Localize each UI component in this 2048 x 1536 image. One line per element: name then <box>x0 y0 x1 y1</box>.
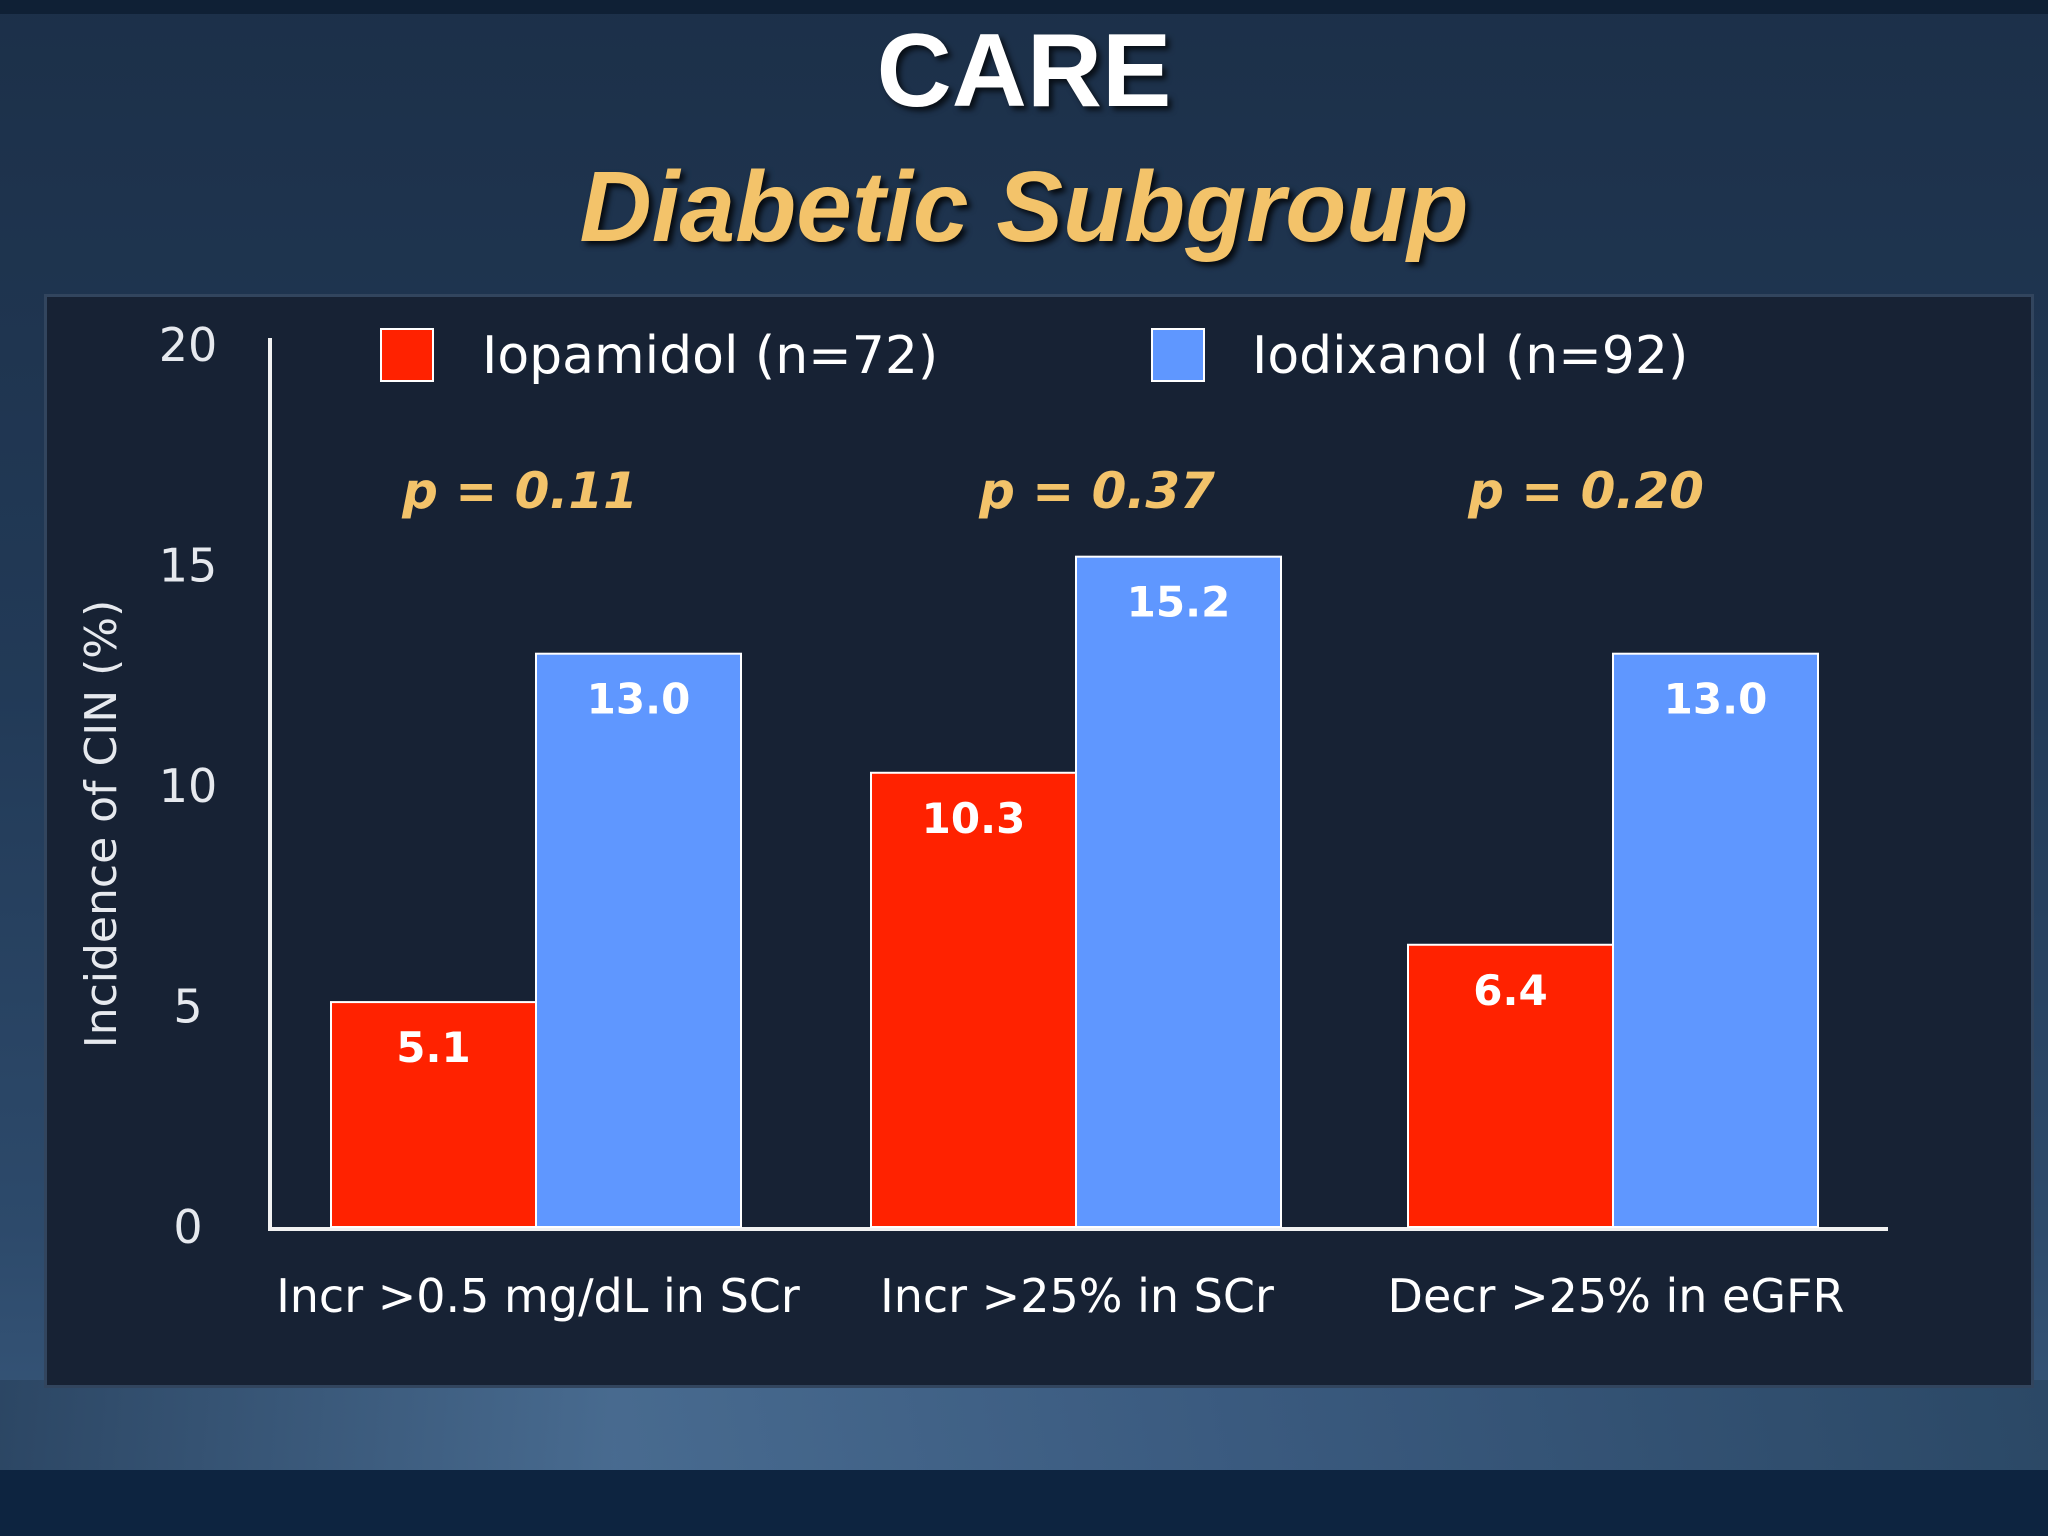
x-category-label: Decr >25% in eGFR <box>1388 1269 1845 1323</box>
p-value-label: p = 0.11 <box>401 462 638 520</box>
bar <box>1075 555 1282 1228</box>
bar <box>1407 943 1614 1228</box>
bar <box>330 1001 537 1229</box>
slide-title: CARE <box>876 13 1172 129</box>
y-tick-label: 0 <box>173 1200 202 1254</box>
legend-label: Iodixanol (n=92) <box>1252 326 1688 386</box>
bar <box>535 652 742 1228</box>
bar-value-label: 13.0 <box>587 675 691 724</box>
slide-subtitle: Diabetic Subgroup <box>579 151 1469 263</box>
bar-value-label: 15.2 <box>1127 578 1231 627</box>
y-tick-label: 20 <box>159 318 218 372</box>
y-tick-label: 15 <box>159 539 218 593</box>
bar-value-label: 13.0 <box>1664 675 1768 724</box>
x-category-label: Incr >0.5 mg/dL in SCr <box>276 1269 800 1323</box>
category-labels: Incr >0.5 mg/dL in SCr Incr >25% in SCr De… <box>276 1269 1844 1323</box>
bar <box>870 771 1077 1229</box>
bar-value-labels: 5.1 13.0 10.3 15.2 6.4 13.0 <box>396 578 1767 1072</box>
bar-value-label: 6.4 <box>1473 966 1547 1015</box>
bar-value-label: 5.1 <box>396 1023 470 1072</box>
p-value-annotations: p = 0.11 p = 0.37 p = 0.20 <box>401 462 1704 520</box>
bars <box>330 555 1819 1229</box>
bar <box>1612 652 1819 1228</box>
x-category-label: Incr >25% in SCr <box>880 1269 1274 1323</box>
legend-label: Iopamidol (n=72) <box>482 326 938 386</box>
y-axis-label: Incidence of CIN (%) <box>76 600 127 1049</box>
y-axis-ticks: 0 5 10 15 20 <box>159 318 218 1254</box>
bottom-sheen <box>0 1380 2048 1470</box>
y-tick-label: 10 <box>159 759 218 813</box>
p-value-label: p = 0.20 <box>1467 462 1704 520</box>
bottom-band <box>0 1470 2048 1536</box>
bar-value-label: 10.3 <box>922 794 1026 843</box>
p-value-label: p = 0.37 <box>978 462 1215 520</box>
y-tick-label: 5 <box>173 980 202 1034</box>
legend: Iopamidol (n=72) Iodixanol (n=92) <box>380 326 1688 386</box>
top-strip <box>0 0 2048 14</box>
legend-swatch <box>1151 328 1205 382</box>
legend-swatch <box>380 328 434 382</box>
